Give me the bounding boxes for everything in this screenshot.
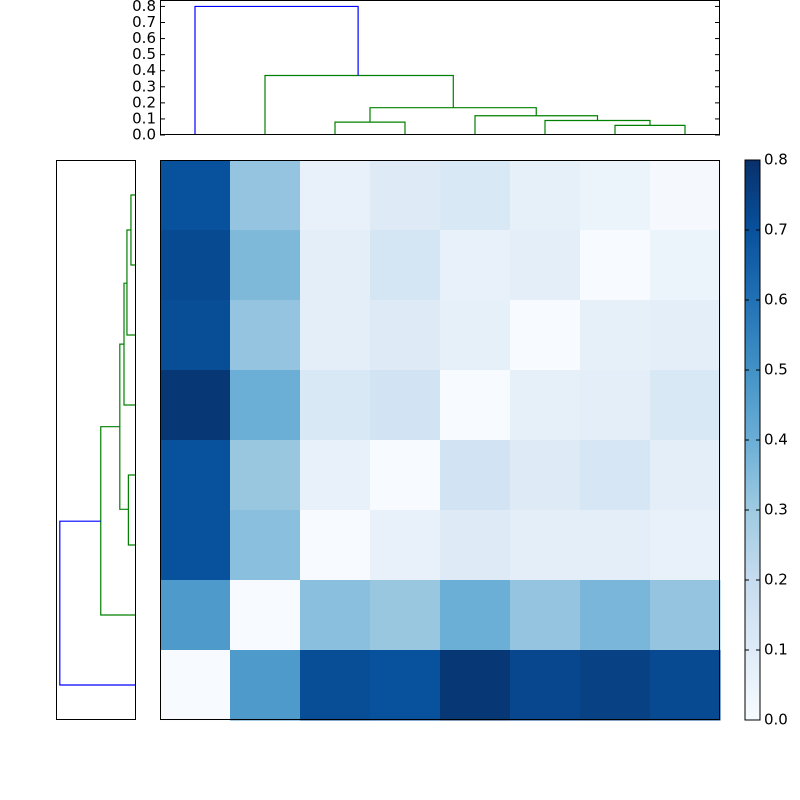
heatmap-cell [160, 580, 231, 651]
heatmap-cell [160, 300, 231, 371]
colorbar-tick-label: 0.6 [764, 291, 788, 309]
heatmap-cell [440, 160, 511, 231]
heatmap-cell [650, 440, 721, 511]
heatmap-cell [440, 370, 511, 441]
dendrogram-link [614, 124, 686, 135]
colorbar-tick-label: 0.3 [764, 501, 788, 519]
y-tick-label: 0.5 [132, 45, 156, 63]
heatmap-cell [370, 230, 441, 301]
heatmap-cell [510, 300, 581, 371]
heatmap-cell [160, 650, 231, 721]
heatmap-cell [580, 580, 651, 651]
heatmap-cell [650, 300, 721, 371]
y-tick-label: 0.4 [132, 61, 156, 79]
heatmap-cell [160, 510, 231, 581]
y-tick-label: 0.2 [132, 93, 156, 111]
heatmap-cell [160, 160, 231, 231]
dendrogram-link [123, 282, 136, 406]
dendrogram-link [194, 5, 359, 135]
y-tick-label: 0.0 [132, 126, 156, 144]
heatmap-cell [300, 230, 371, 301]
heatmap-cell [230, 370, 301, 441]
y-tick-label: 0.7 [132, 13, 156, 31]
heatmap-cell [650, 580, 721, 651]
heatmap-cell [580, 160, 651, 231]
heatmap-cell [160, 370, 231, 441]
heatmap-cell [510, 370, 581, 441]
heatmap-cell [580, 440, 651, 511]
heatmap-cell [230, 580, 301, 651]
heatmap-cell [370, 580, 441, 651]
dendrogram-link [369, 107, 537, 123]
dendrogram-link [119, 343, 129, 510]
heatmap-cell [650, 160, 721, 231]
dendrogram-link [100, 426, 136, 616]
heatmap-cell [510, 160, 581, 231]
heatmap-cell [650, 510, 721, 581]
axes-frame [160, 160, 720, 720]
heatmap-cell [300, 650, 371, 721]
heatmap-cell [230, 510, 301, 581]
axes-frame [56, 160, 136, 720]
heatmap-cell [300, 370, 371, 441]
heatmap-cell [370, 300, 441, 371]
heatmap-cell [440, 300, 511, 371]
dendrogram-link [127, 474, 136, 546]
y-tick-label: 0.6 [132, 29, 156, 47]
heatmap-cell [230, 440, 301, 511]
heatmap-cell [160, 440, 231, 511]
dendrogram-link [544, 119, 651, 135]
colorbar-tick-label: 0.1 [764, 641, 788, 659]
heatmap-cell [440, 440, 511, 511]
heatmap-cell [440, 580, 511, 651]
heatmap-cell [230, 300, 301, 371]
colorbar-tick-label: 0.5 [764, 361, 788, 379]
heatmap-cell [300, 300, 371, 371]
y-tick-label: 0.1 [132, 109, 156, 127]
colorbar-tick-label: 0.8 [764, 151, 788, 169]
heatmap-cell [300, 580, 371, 651]
y-tick-label: 0.3 [132, 77, 156, 95]
heatmap-cell [230, 230, 301, 301]
heatmap-cell [510, 580, 581, 651]
heatmap-cell [510, 510, 581, 581]
heatmap-cell [370, 160, 441, 231]
heatmap-cell [300, 510, 371, 581]
heatmap-cell [580, 510, 651, 581]
heatmap-cell [580, 230, 651, 301]
heatmap-cell [370, 370, 441, 441]
heatmap-cell [510, 230, 581, 301]
dendrogram-link [264, 74, 454, 135]
colorbar-tick-label: 0.7 [764, 221, 788, 239]
heatmap-cell [650, 230, 721, 301]
heatmap-cell [300, 440, 371, 511]
colorbar-tick-label: 0.2 [764, 571, 788, 589]
dendrogram-link [334, 121, 406, 135]
y-tick-label: 0.8 [132, 0, 156, 15]
heatmap-cell [230, 160, 301, 231]
heatmap-cell [650, 370, 721, 441]
axes-frame [160, 0, 720, 135]
heatmap-cell [580, 300, 651, 371]
heatmap-cell [440, 650, 511, 721]
heatmap-cell [510, 440, 581, 511]
heatmap-cell [370, 510, 441, 581]
heatmap-cell [440, 230, 511, 301]
colorbar-tick-label: 0.0 [764, 711, 788, 729]
heatmap-cell [230, 650, 301, 721]
heatmap-cell [650, 650, 721, 721]
heatmap-cell [300, 160, 371, 231]
heatmap-cell [580, 650, 651, 721]
heatmap-cell [440, 510, 511, 581]
heatmap-cell [370, 440, 441, 511]
colorbar-tick-label: 0.4 [764, 431, 788, 449]
heatmap-cell [510, 650, 581, 721]
dendrogram-link [126, 229, 136, 336]
heatmap-cell [370, 650, 441, 721]
dendrogram-link [59, 520, 136, 686]
dendrogram-link [474, 115, 599, 135]
heatmap-cell [160, 230, 231, 301]
heatmap-cell [580, 370, 651, 441]
